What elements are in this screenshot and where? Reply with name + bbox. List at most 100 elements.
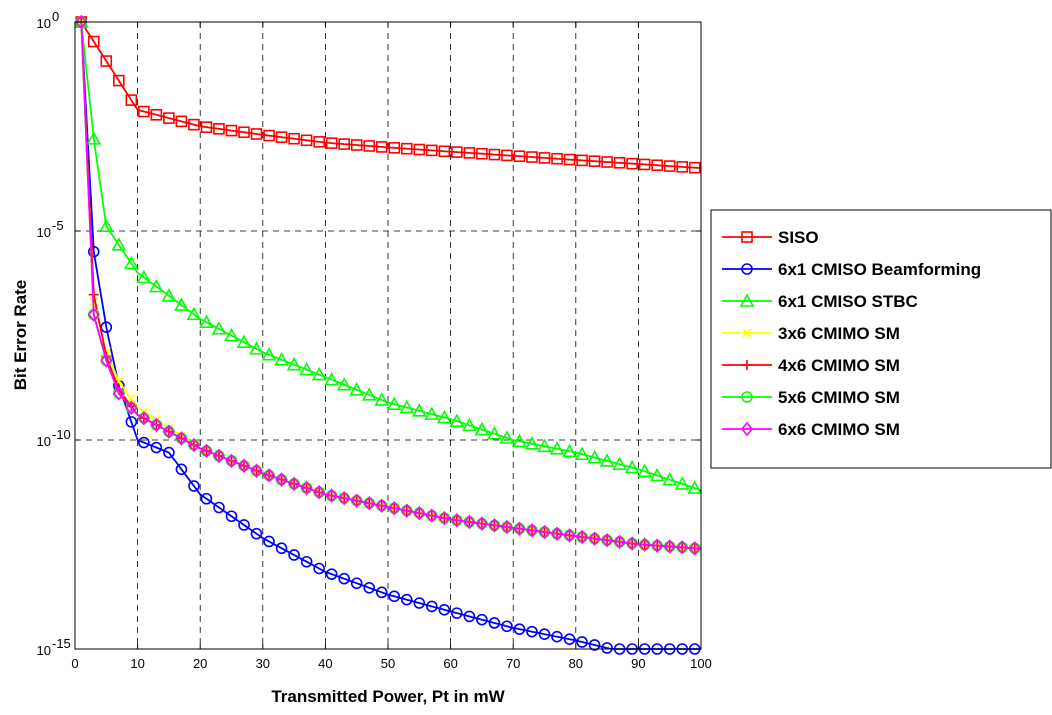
- data-point: [125, 416, 138, 428]
- data-point: [474, 421, 490, 436]
- svg-text:-15: -15: [52, 636, 71, 651]
- data-point: [286, 356, 302, 371]
- data-point: [500, 519, 513, 535]
- legend-box: [710, 209, 1052, 469]
- data-point: [438, 145, 451, 158]
- data-point: [663, 160, 676, 172]
- data-point: [123, 255, 139, 270]
- x-tick-label: 20: [193, 656, 207, 671]
- data-point: [113, 74, 125, 87]
- data-point: [98, 218, 114, 233]
- data-point: [400, 593, 413, 606]
- data-point: [275, 542, 288, 555]
- data-point: [399, 399, 415, 414]
- x-tick-label: 100: [690, 656, 712, 671]
- data-point: [662, 472, 678, 486]
- data-point: [563, 528, 576, 543]
- data-point: [299, 361, 314, 376]
- data-point: [213, 501, 225, 514]
- data-point: [175, 431, 188, 446]
- data-point: [388, 590, 401, 603]
- data-point: [174, 297, 189, 311]
- data-point: [237, 458, 251, 474]
- data-point: [649, 467, 665, 482]
- data-point: [75, 14, 88, 30]
- x-tick-label: 50: [381, 656, 395, 671]
- legend-label: SISO: [778, 228, 819, 247]
- data-point: [200, 443, 213, 459]
- data-point: [263, 468, 276, 483]
- data-point: [349, 382, 365, 396]
- y-tick-label: 10 -10: [37, 427, 71, 449]
- data-point: [612, 456, 627, 471]
- data-point: [211, 321, 227, 335]
- data-point: [87, 307, 100, 322]
- data-point: [363, 581, 376, 594]
- legend-entry: 4x6 CMIMO SM: [722, 356, 900, 375]
- data-point: [538, 524, 551, 540]
- data-point: [188, 480, 200, 492]
- legend-entry: 6x1 CMISO STBC: [722, 292, 918, 311]
- data-point: [250, 463, 263, 479]
- data-point: [361, 387, 377, 401]
- series-6x1-cmiso-beamforming: [75, 16, 701, 655]
- legend-marker: [739, 293, 755, 307]
- data-point: [426, 144, 438, 157]
- data-point: [574, 446, 590, 461]
- data-point: [263, 129, 275, 142]
- data-point: [599, 453, 615, 467]
- data-point: [313, 485, 326, 500]
- data-point: [687, 480, 703, 494]
- data-point: [263, 535, 275, 548]
- series-3x6-cmimo-sm: [76, 17, 702, 553]
- data-point: [436, 409, 452, 424]
- data-point: [336, 377, 352, 391]
- data-point: [576, 154, 588, 167]
- data-point: [338, 490, 351, 506]
- data-point: [87, 245, 100, 258]
- data-point: [426, 600, 438, 613]
- data-point: [150, 441, 163, 454]
- x-tick-label: 80: [569, 656, 583, 671]
- data-point: [613, 157, 626, 169]
- svg-text:10: 10: [37, 225, 51, 240]
- y-tick-label: 10 -5: [37, 218, 64, 240]
- legend-label: 3x6 CMIMO SM: [778, 324, 900, 343]
- data-point: [200, 492, 213, 505]
- data-point: [249, 341, 264, 355]
- data-point: [136, 269, 152, 284]
- data-point: [388, 142, 401, 154]
- data-point: [551, 630, 563, 643]
- data-point: [186, 306, 202, 321]
- y-tick-label: 10 0: [37, 9, 60, 31]
- data-point: [588, 155, 601, 167]
- data-point: [588, 639, 601, 651]
- data-point: [138, 436, 150, 449]
- series-siso: [75, 16, 702, 174]
- data-point: [325, 488, 338, 503]
- data-point: [300, 134, 313, 147]
- x-tick-label: 10: [130, 656, 144, 671]
- data-point: [213, 123, 225, 135]
- data-point: [175, 463, 188, 476]
- data-point: [501, 620, 513, 633]
- data-point: [651, 538, 664, 553]
- data-point: [388, 500, 401, 516]
- data-point: [225, 510, 238, 523]
- data-point: [501, 149, 513, 162]
- data-point: [250, 527, 263, 540]
- data-point: [274, 351, 289, 366]
- data-point: [374, 392, 390, 406]
- data-point: [86, 131, 102, 145]
- data-point: [200, 121, 213, 133]
- data-point: [250, 128, 263, 140]
- data-point: [513, 521, 526, 536]
- legend-marker: [742, 328, 752, 338]
- data-point: [588, 531, 601, 546]
- y-axis-label: Bit Error Rate: [11, 280, 30, 391]
- svg-text:10: 10: [37, 16, 51, 31]
- data-point: [300, 555, 313, 568]
- data-point: [375, 498, 388, 513]
- legend-marker: [740, 421, 754, 437]
